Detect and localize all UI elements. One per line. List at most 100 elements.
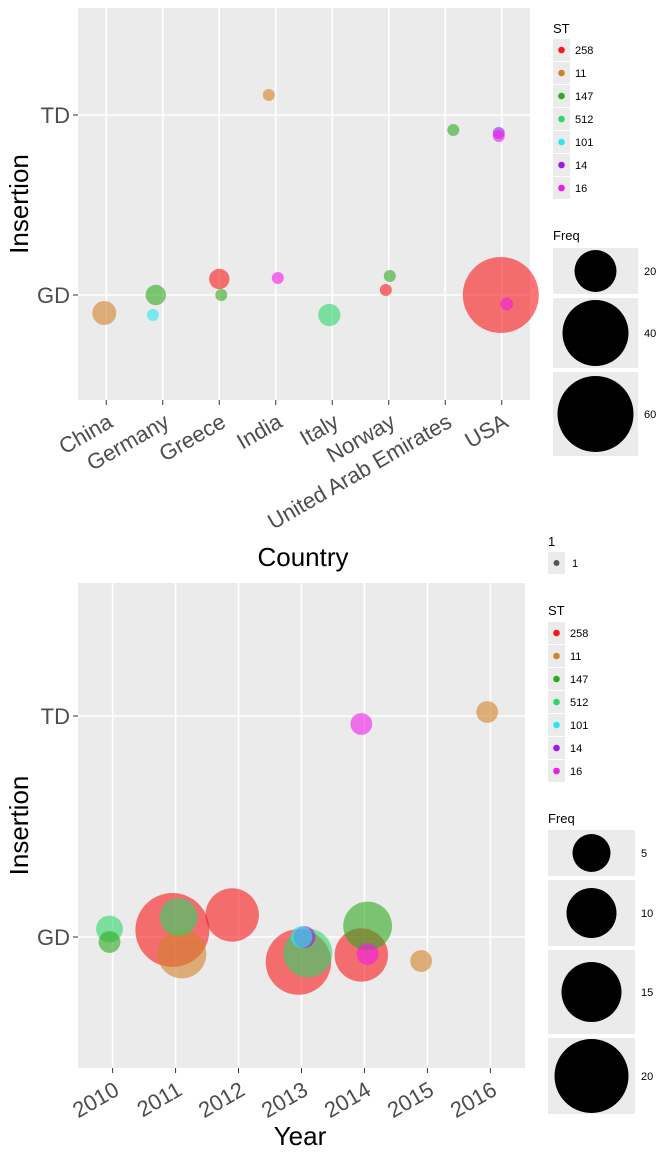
legend-swatch-101 (558, 138, 565, 146)
legend-size-swatch (572, 834, 611, 872)
legend-freq: Freq 5 10 15 20 (548, 811, 653, 1114)
point-st-11 (92, 301, 117, 325)
legend-swatch-147 (558, 92, 565, 100)
x-tick-label: 2014 (320, 1077, 375, 1123)
point-st-258 (209, 268, 230, 290)
point-st-147 (145, 284, 166, 306)
point-st-16 (492, 130, 505, 142)
legend-swatch-512 (553, 698, 560, 706)
y-tick-label: GD (37, 283, 70, 308)
legend-label: 15 (641, 987, 653, 999)
legend-label: 512 (570, 697, 588, 709)
point-st-101 (146, 309, 159, 321)
legend-size-swatch (562, 300, 629, 366)
x-tick-label: India (232, 408, 286, 454)
point-st-101 (290, 926, 313, 948)
legend-size-swatch (566, 888, 617, 938)
legend-freq-title: Freq (553, 228, 580, 243)
legend-one: 11 (548, 534, 578, 574)
legend-label: 101 (575, 137, 593, 149)
point-st-16 (271, 272, 284, 284)
x-tick-label: Greece (155, 409, 230, 467)
legend-label: 11 (575, 68, 586, 80)
point-st-147 (383, 270, 396, 282)
legend-size-swatch (561, 962, 622, 1022)
x-tick-label: 2015 (383, 1077, 438, 1123)
legend-st-title: ST (548, 603, 565, 618)
legend-label: 20 (641, 1071, 653, 1083)
legend-label: 60 (644, 409, 656, 421)
legend-swatch-101 (553, 721, 560, 729)
plot-panel (78, 8, 530, 400)
legend-swatch (553, 560, 560, 566)
y-tick-label: TD (41, 704, 70, 729)
legend-swatch-11 (553, 652, 560, 660)
legend-label: 147 (575, 91, 593, 103)
legend-st: ST 258 11 147 512 101 14 16 (553, 21, 593, 199)
legend-freq: Freq 20 40 60 (553, 228, 656, 456)
point-st-258 (462, 257, 539, 333)
legend-size-swatch (554, 1039, 629, 1113)
legend-swatch-258 (558, 46, 565, 54)
legend-label: 258 (575, 45, 593, 57)
point-st-11 (410, 950, 432, 972)
legend-st: ST 258 11 147 512 101 14 16 (548, 603, 588, 782)
legend-label: 14 (575, 160, 587, 172)
x-axis-title: Year (274, 1121, 327, 1151)
point-st-147 (343, 901, 392, 951)
legend-label: 16 (570, 766, 582, 778)
point-st-16 (350, 713, 373, 735)
legend-st-title: ST (553, 21, 570, 36)
legend-label: 10 (641, 908, 653, 920)
point-st-16 (356, 943, 379, 965)
legend-label: 147 (570, 674, 588, 686)
legend-swatch-16 (553, 767, 560, 775)
legend-label: 40 (644, 328, 656, 340)
y-tick-label: GD (37, 925, 70, 950)
legend-swatch-258 (553, 629, 560, 637)
y-axis-title: Insertion (4, 776, 34, 876)
legend-label: 1 (572, 558, 578, 570)
point-st-512 (318, 303, 341, 327)
x-tick-label: USA (461, 409, 513, 453)
y-tick-label: TD (41, 103, 70, 128)
point-st-147 (98, 931, 121, 953)
point-st-147 (447, 124, 460, 136)
legend-label: 14 (570, 743, 582, 755)
legend-swatch-147 (553, 675, 560, 683)
legend-swatch-512 (558, 115, 565, 123)
x-axis-title: Country (257, 542, 348, 572)
legend-label: 20 (644, 266, 656, 278)
point-st-258 (205, 888, 259, 942)
legend-label: 16 (575, 183, 587, 195)
legend-label: 11 (570, 651, 581, 663)
legend-freq-title: Freq (548, 811, 575, 826)
legend-swatch-11 (558, 69, 565, 77)
legend-label: 5 (641, 848, 647, 860)
x-tick-label: 2010 (68, 1077, 123, 1123)
point-st-11 (157, 929, 207, 979)
point-st-11 (476, 701, 499, 723)
legend-label: 512 (575, 114, 593, 126)
point-st-16 (500, 297, 514, 311)
legend-label: 258 (570, 628, 588, 640)
legend-one-title: 1 (548, 534, 555, 549)
x-tick-label: 2012 (194, 1077, 249, 1123)
legend-swatch-14 (558, 161, 565, 169)
x-tick-label: 2013 (257, 1077, 312, 1123)
x-tick-label: 2011 (133, 1077, 186, 1122)
y-axis-title: Insertion (4, 154, 34, 254)
legend-swatch-14 (553, 744, 560, 752)
legend-size-swatch (574, 250, 617, 292)
legend-label: 101 (570, 720, 588, 732)
legend-swatch-16 (558, 184, 565, 192)
x-tick-label: 2016 (446, 1077, 501, 1123)
point-st-258 (379, 284, 392, 296)
point-st-11 (262, 89, 275, 101)
legend-size-swatch (557, 376, 634, 452)
point-st-147 (215, 289, 228, 301)
point-st-512 (159, 898, 198, 936)
